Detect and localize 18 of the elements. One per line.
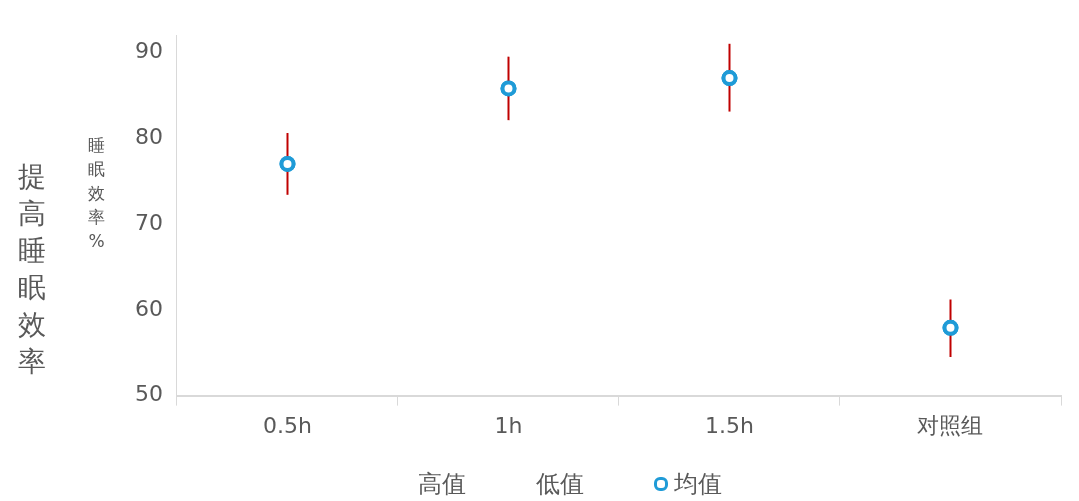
point: [721, 70, 738, 87]
y-tick-label: 80: [134, 123, 163, 149]
x-tick-label: 0.5h: [263, 412, 312, 438]
text: 睡眠效率%: [88, 134, 105, 253]
y-axis-title: 提高睡眠效率: [18, 159, 46, 380]
y-tick-label: 90: [134, 38, 163, 64]
y-tick-label: 60: [134, 295, 163, 321]
point: [279, 155, 296, 172]
text: 低值: [536, 469, 584, 500]
text: 高值: [418, 469, 466, 500]
x-tick-label: 1h: [494, 412, 523, 438]
x-tick-label: 对照组: [917, 412, 984, 438]
point: [500, 80, 517, 97]
x-tick-label: 1.5h: [705, 412, 754, 438]
point: [942, 319, 959, 336]
y-tick-label: 50: [134, 381, 163, 407]
y-tick-label: 70: [134, 209, 163, 235]
legend-label: 均值: [674, 469, 722, 500]
